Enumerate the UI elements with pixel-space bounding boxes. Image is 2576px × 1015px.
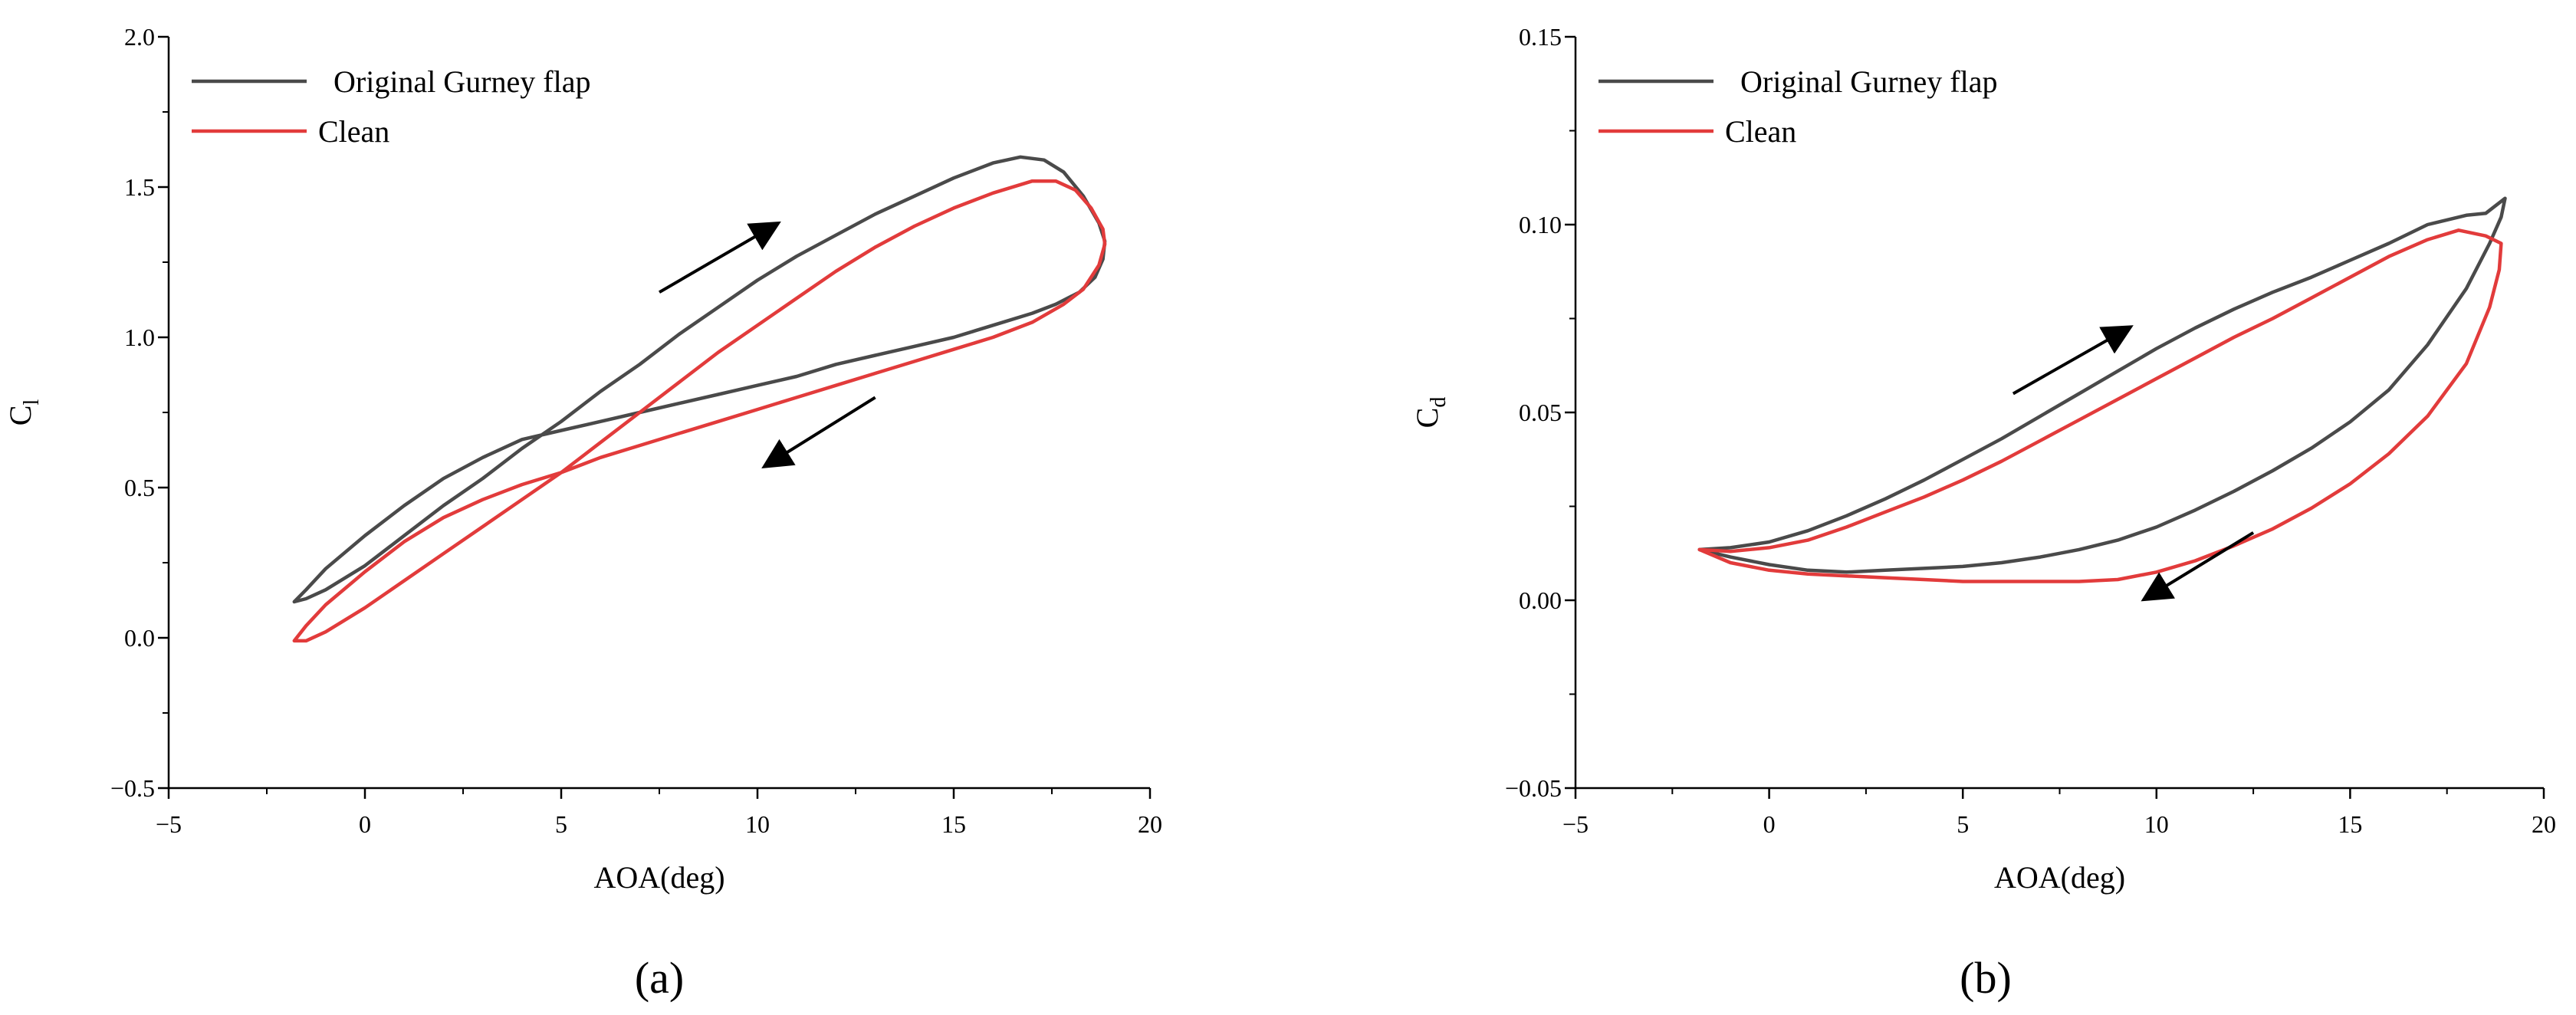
direction-arrow (761, 396, 876, 468)
y-tick-label: 1.5 (124, 173, 155, 201)
x-tick-label: 5 (555, 810, 567, 838)
chart-panel-b: −5 0 5 10 15 20 −0.05 0.00 0.05 0.10 0.15 AOA(deg) C… (1410, 23, 2556, 1003)
x-tick-label: 5 (1957, 810, 1969, 838)
direction-arrow (658, 221, 781, 294)
y-tick-label: −0.05 (1505, 774, 1562, 802)
x-tick-label: −5 (156, 810, 182, 838)
y-tick-label: −0.5 (110, 774, 155, 802)
axes-frame (1574, 37, 2544, 790)
series-line-clean (292, 179, 1107, 643)
legend-label: Original Gurney flap (334, 64, 590, 99)
x-axis-title: AOA(deg) (1994, 860, 2125, 895)
x-tick-label: 0 (359, 810, 371, 838)
y-tick-label: 0.00 (1519, 586, 1562, 614)
x-tick-label: 10 (745, 810, 770, 838)
y-axis-title: Cd (1410, 397, 1451, 429)
legend-label: Original Gurney flap (1740, 64, 1997, 99)
x-tick-label: −5 (1562, 810, 1589, 838)
x-tick-label: 15 (941, 810, 966, 838)
chart-panel-a: −5 0 5 10 15 20 −0.5 0.0 0.5 1.0 1.5 2.0 AOA(deg) Cl O… (3, 23, 1162, 1003)
y-tick-label: 2.0 (124, 23, 155, 51)
legend-label: Clean (318, 114, 389, 149)
x-tick-label: 20 (2532, 810, 2556, 838)
panel-label: (a) (635, 953, 684, 1003)
y-tick-label: 0.05 (1519, 399, 1562, 426)
axes-frame (167, 37, 1150, 790)
series-line-clean (1697, 228, 2503, 583)
y-tick-label: 1.0 (124, 324, 155, 351)
panel-label: (b) (1960, 953, 2012, 1003)
x-tick-label: 20 (1138, 810, 1162, 838)
direction-arrow (2012, 325, 2134, 396)
x-tick-label: 10 (2144, 810, 2169, 838)
x-axis-title: AOA(deg) (593, 860, 724, 895)
y-tick-label: 0.5 (124, 474, 155, 501)
series-line-gurney (1697, 196, 2507, 574)
y-tick-label: 0.15 (1519, 23, 1562, 51)
direction-arrow (2141, 531, 2255, 602)
x-tick-label: 0 (1763, 810, 1776, 838)
y-axis-title: Cl (3, 399, 44, 426)
legend-label: Clean (1725, 114, 1796, 149)
x-tick-label: 15 (2338, 810, 2362, 838)
y-tick-label: 0.10 (1519, 211, 1562, 238)
y-tick-label: 0.0 (124, 624, 155, 652)
